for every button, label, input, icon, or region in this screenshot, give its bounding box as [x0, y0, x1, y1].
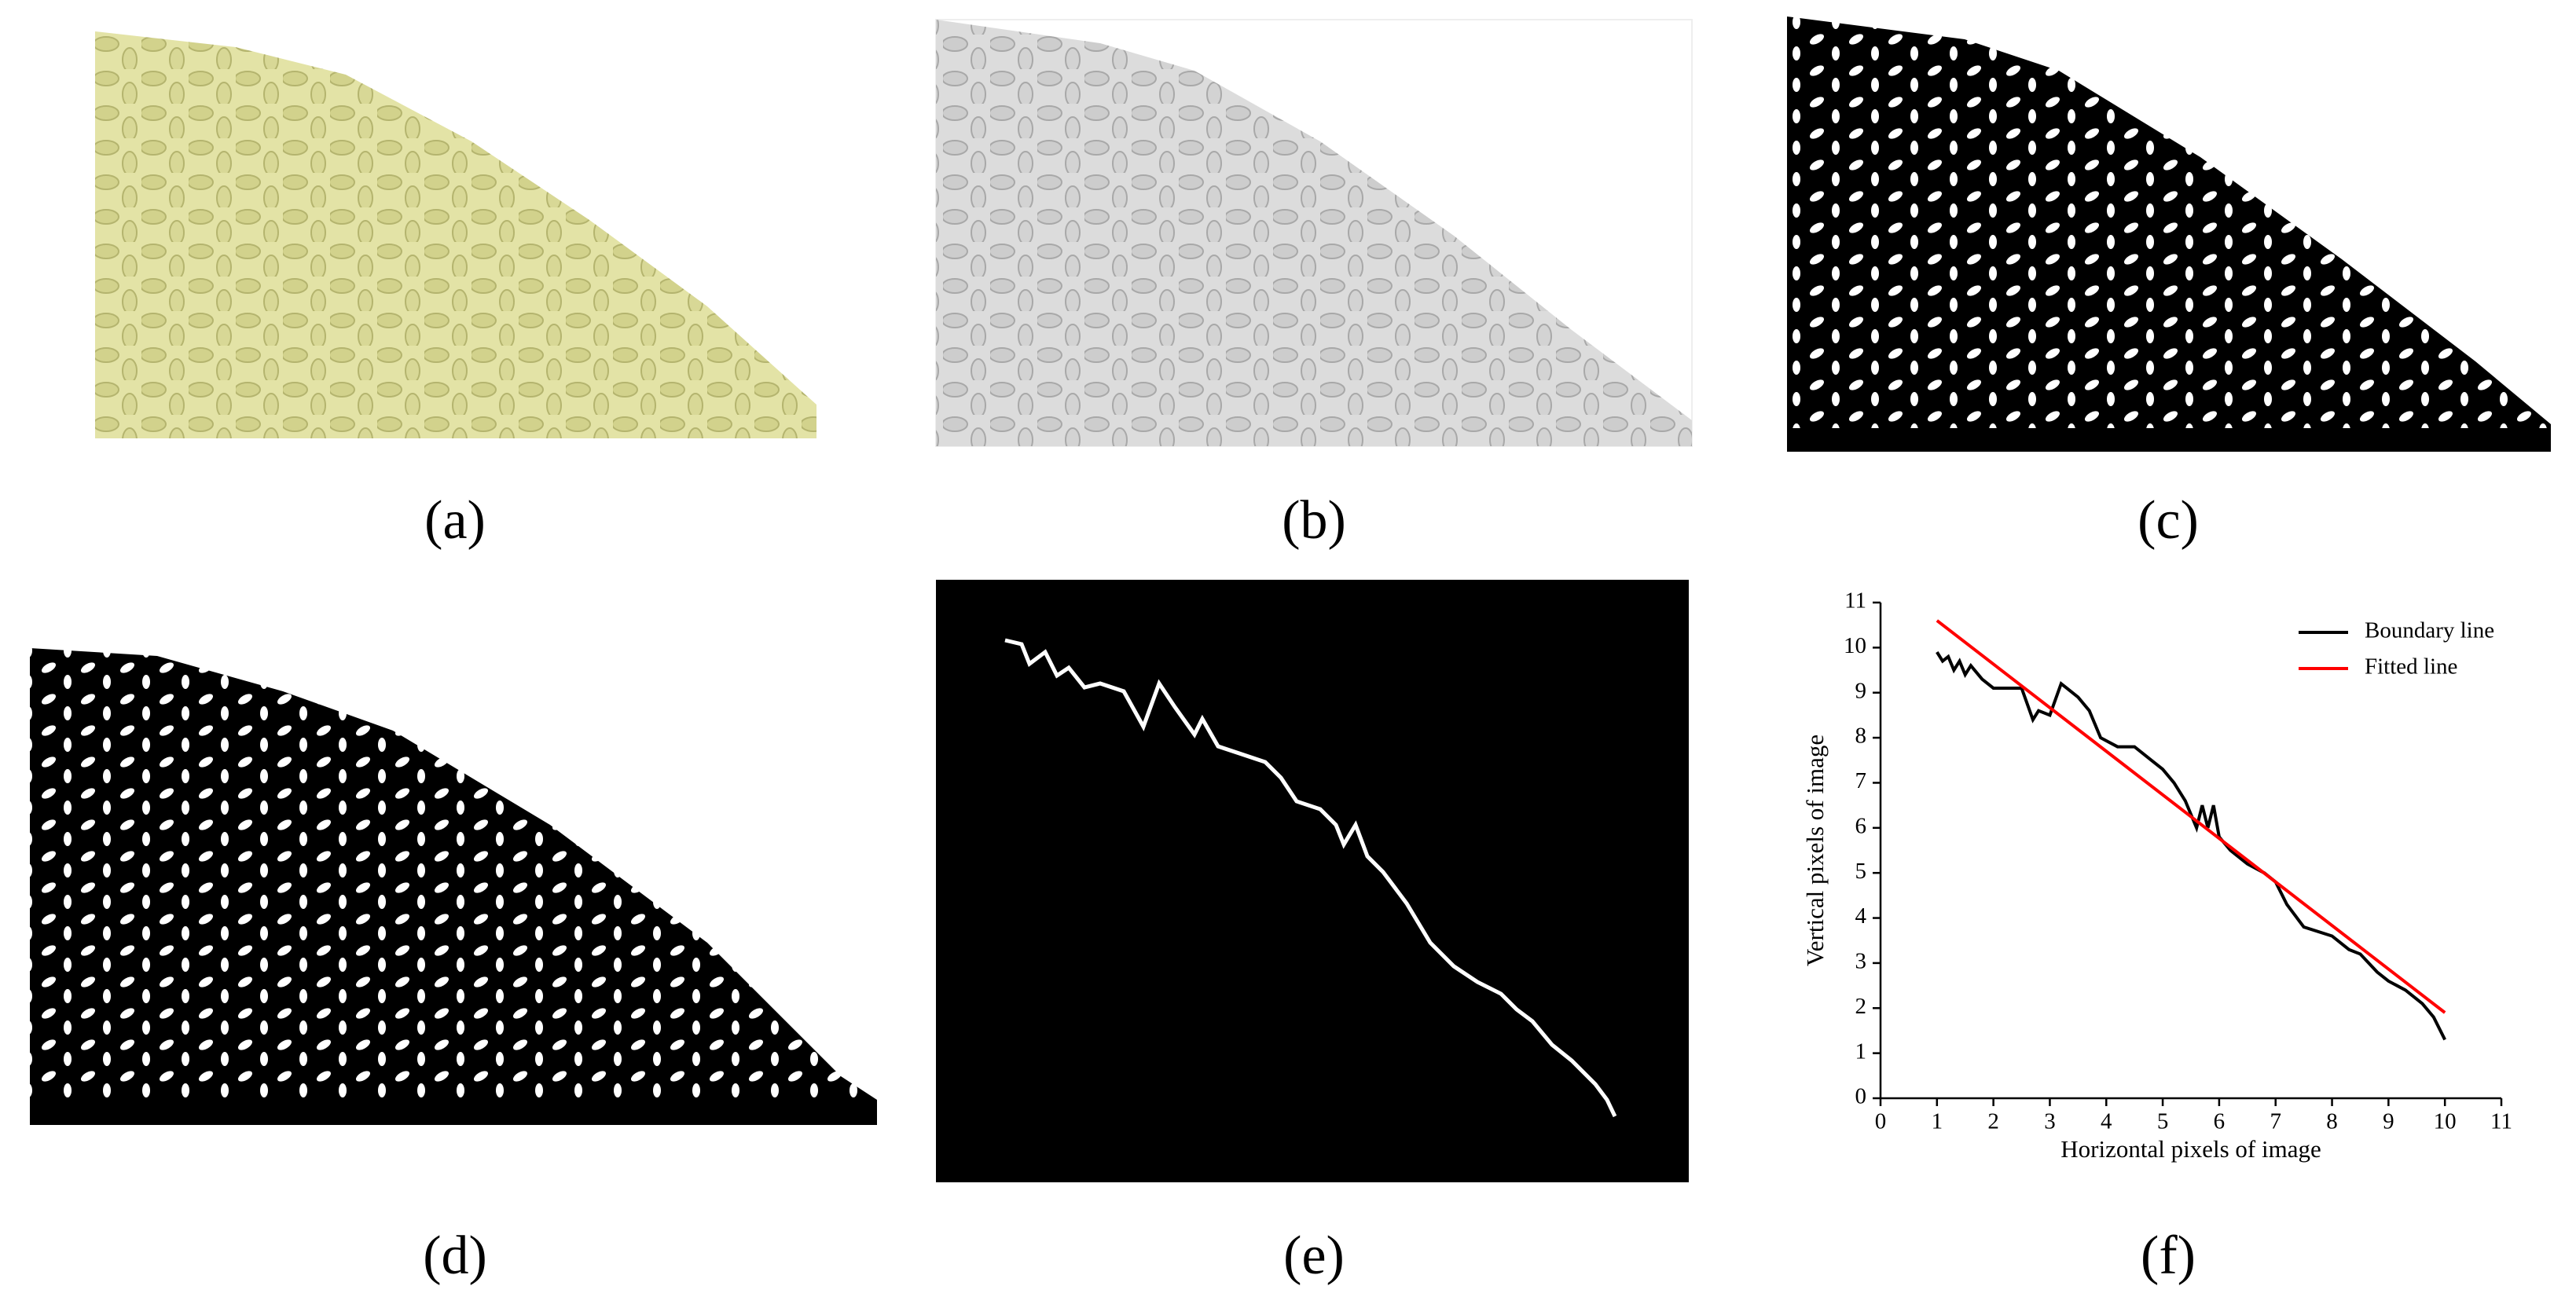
y-tick-label: 7: [1855, 768, 1867, 793]
x-tick-label: 8: [2326, 1109, 2338, 1134]
panel-label: (f): [2141, 1226, 2196, 1286]
x-tick-label: 3: [2044, 1109, 2056, 1134]
panel-label: (a): [424, 490, 486, 551]
y-tick-label: 5: [1855, 859, 1867, 884]
legend-label: Fitted line: [2365, 654, 2457, 680]
series-line: [1936, 619, 2446, 1014]
y-tick-label: 11: [1844, 588, 1866, 614]
chart: 0 1 2 3 4 5 6 7 8 9 10 11 0 1 2 3 4 5 6 7 8 9 10 11 Horizontal p…: [1801, 588, 2512, 1163]
x-tick-label: 5: [2157, 1109, 2169, 1134]
y-tick-label: 10: [1844, 633, 1866, 658]
panel-a-image: [95, 31, 816, 438]
x-tick-label: 10: [2434, 1109, 2457, 1134]
x-tick-label: 9: [2383, 1109, 2394, 1134]
x-tick-label: 1: [1932, 1109, 1943, 1134]
y-tick-label: 8: [1855, 724, 1867, 749]
x-tick-label: 4: [2101, 1109, 2112, 1134]
y-tick-label: 6: [1855, 813, 1867, 838]
panel-c-image: [1787, 16, 2551, 452]
x-axis-title: Horizontal pixels of image: [2060, 1135, 2321, 1163]
panel-d-image: [30, 648, 877, 1125]
y-tick-label: 1: [1855, 1039, 1867, 1064]
y-tick-label: 2: [1855, 994, 1867, 1019]
x-tick-label: 11: [2490, 1109, 2512, 1134]
legend-label: Boundary line: [2365, 618, 2494, 643]
panel-label: (e): [1283, 1226, 1345, 1286]
panel-label: (b): [1282, 490, 1346, 551]
y-tick-label: 0: [1855, 1084, 1867, 1109]
panel-b-image: [935, 19, 1693, 447]
y-axis-title: Vertical pixels of image: [1801, 735, 1829, 966]
x-tick-label: 0: [1875, 1109, 1887, 1134]
series-line: [1936, 651, 2446, 1041]
y-tick-label: 9: [1855, 678, 1867, 703]
x-tick-label: 6: [2214, 1109, 2226, 1134]
y-tick-label: 4: [1855, 903, 1867, 929]
x-tick-label: 2: [1987, 1109, 1999, 1134]
panel-e-image: [936, 580, 1689, 1182]
x-tick-label: 7: [2270, 1109, 2281, 1134]
panel-label: (d): [423, 1226, 487, 1286]
y-tick-label: 3: [1855, 949, 1867, 974]
panel-label: (c): [2137, 490, 2199, 551]
